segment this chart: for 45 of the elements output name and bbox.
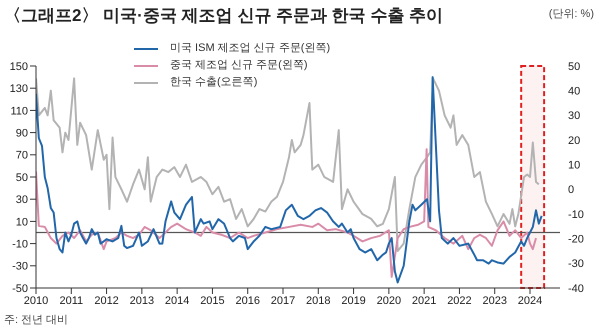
y-tick-label: 90 (16, 128, 28, 140)
y-tick-label: -50 (12, 282, 28, 295)
x-tick-label: 2021 (412, 294, 436, 307)
y2-tick-label: -10 (568, 208, 584, 221)
x-tick-label: 2013 (130, 294, 154, 307)
legend-label: 미국 ISM 제조업 신규 주문(왼쪽) (170, 41, 330, 56)
y2-tick-label: 0 (568, 184, 574, 196)
x-tick-label: 2016 (235, 294, 260, 307)
line-series (36, 148, 538, 278)
chart-title: 〈그래프2〉 미국·중국 제조업 신규 주문과 한국 수출 추이 (4, 5, 444, 27)
y2-tick-label: -40 (568, 282, 584, 295)
y2-tick-label: 10 (568, 160, 580, 172)
x-tick-label: 2024 (518, 294, 542, 307)
y-tick-label: 110 (10, 105, 28, 118)
y-tick-label: 10 (16, 216, 28, 228)
y-tick-label: -10 (12, 238, 28, 251)
line-series (36, 77, 540, 252)
y-tick-label: -30 (12, 260, 28, 273)
y2-tick-label: 20 (568, 134, 580, 147)
x-tick-label: 2018 (306, 294, 331, 307)
y-tick-label: 130 (10, 83, 28, 96)
x-tick-label: 2020 (376, 294, 402, 307)
text: 주: 전년 대비 (4, 313, 68, 327)
x-tick-label: 2014 (164, 294, 190, 307)
y-tick-label: 30 (16, 194, 28, 206)
line-series (36, 76, 543, 284)
legend-label: 중국 제조업 신규 주문(왼쪽) (170, 58, 308, 73)
x-tick-label: 2011 (59, 294, 84, 307)
y-tick-label: 70 (16, 150, 28, 162)
x-tick-label: 2010 (24, 294, 48, 307)
text: (단위: %) (548, 7, 594, 21)
x-tick-label: 2017 (270, 294, 296, 307)
y2-tick-label: -20 (568, 234, 584, 246)
x-tick-label: 2023 (482, 294, 507, 307)
x-tick-label: 2015 (200, 294, 225, 307)
y2-tick-label: -30 (568, 258, 584, 270)
y-tick-label: 150 (10, 60, 28, 73)
x-tick-label: 2019 (341, 294, 366, 307)
y-tick-label: 50 (16, 172, 28, 184)
x-tick-label: 2012 (94, 294, 119, 307)
legend-label: 한국 수출(오른쪽) (170, 75, 258, 90)
y2-tick-label: 40 (568, 86, 580, 98)
y2-tick-label: 30 (568, 110, 580, 122)
y2-tick-label: 50 (568, 60, 580, 73)
x-tick-label: 2022 (447, 294, 472, 307)
